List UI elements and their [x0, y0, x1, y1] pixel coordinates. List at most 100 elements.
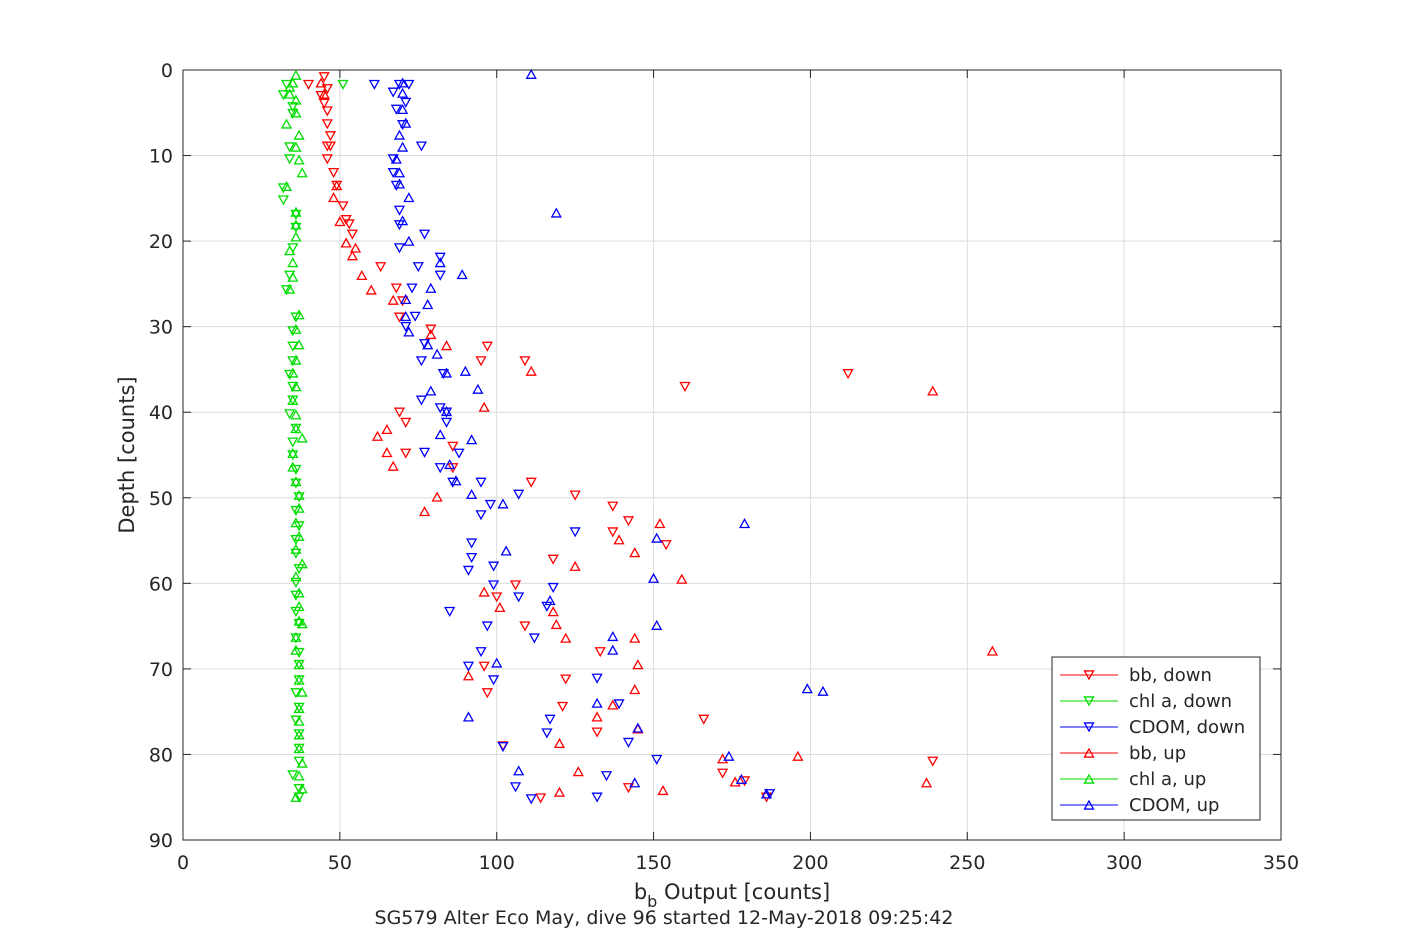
- data-point: [327, 167, 340, 179]
- data-point: [406, 283, 418, 294]
- data-point: [393, 205, 406, 216]
- data-point: [481, 688, 493, 699]
- data-points: [277, 68, 998, 805]
- data-point: [415, 141, 428, 152]
- data-point: [293, 729, 305, 740]
- y-tick-label: 0: [161, 60, 173, 82]
- data-point: [513, 765, 525, 776]
- data-point: [607, 699, 619, 710]
- legend-label: CDOM, up: [1129, 795, 1219, 816]
- data-point: [293, 659, 305, 670]
- data-point: [290, 323, 302, 334]
- data-point: [513, 489, 525, 500]
- data-point: [287, 447, 299, 458]
- legend-marker: [1083, 696, 1095, 707]
- data-point: [318, 72, 330, 83]
- data-point: [607, 501, 619, 512]
- data-point: [475, 356, 487, 367]
- data-point: [418, 339, 431, 350]
- data-point: [290, 631, 302, 642]
- data-point: [387, 167, 399, 179]
- data-point: [422, 299, 434, 310]
- x-tick-label: 250: [949, 852, 985, 874]
- data-point: [396, 103, 409, 115]
- data-point: [403, 235, 415, 246]
- data-point: [396, 141, 409, 152]
- data-point: [290, 219, 302, 230]
- data-point: [403, 192, 415, 203]
- data-point: [629, 684, 641, 695]
- data-point: [723, 750, 735, 761]
- x-axis-label: bb Output [counts]: [634, 880, 830, 911]
- data-point: [277, 183, 289, 194]
- data-point: [343, 219, 355, 230]
- data-point: [396, 77, 409, 88]
- data-point: [287, 356, 299, 367]
- data-point: [293, 492, 305, 503]
- data-point: [456, 269, 468, 280]
- data-point: [287, 450, 299, 461]
- x-tick-label: 350: [1263, 852, 1299, 874]
- data-point: [296, 783, 308, 794]
- data-point: [334, 216, 346, 227]
- legend-marker: [1083, 773, 1095, 784]
- data-point: [569, 527, 581, 538]
- data-point: [481, 621, 493, 632]
- data-point: [481, 341, 493, 352]
- data-point: [321, 106, 333, 117]
- data-point: [293, 770, 305, 781]
- data-point: [287, 271, 299, 282]
- y-tick-label: 90: [149, 830, 173, 852]
- legend-marker: [1083, 747, 1095, 758]
- legend-label: chl a, down: [1129, 691, 1232, 712]
- data-point: [440, 367, 453, 378]
- data-point: [356, 269, 368, 281]
- data-point: [284, 142, 296, 153]
- data-point: [337, 79, 349, 90]
- data-point: [491, 592, 503, 603]
- data-point: [280, 285, 293, 296]
- data-point: [462, 711, 475, 722]
- caption: SG579 Alter Eco May, dive 96 started 12-…: [375, 907, 954, 929]
- data-point: [284, 409, 296, 420]
- data-point: [657, 784, 669, 796]
- data-point: [290, 644, 302, 655]
- y-tick-label: 10: [149, 146, 173, 168]
- data-point: [431, 348, 443, 359]
- data-point: [287, 108, 299, 120]
- data-point: [622, 783, 635, 794]
- data-point: [293, 601, 305, 612]
- data-point: [415, 356, 428, 367]
- data-point: [387, 460, 399, 471]
- data-point: [519, 356, 531, 367]
- data-point: [318, 98, 330, 109]
- data-point: [525, 477, 537, 488]
- data-point: [676, 573, 688, 584]
- data-point: [553, 786, 566, 797]
- data-point: [651, 532, 663, 543]
- data-point: [487, 580, 500, 591]
- data-point: [412, 262, 424, 273]
- data-point: [660, 540, 672, 551]
- data-point: [293, 783, 305, 795]
- data-point: [629, 547, 641, 558]
- data-point: [544, 714, 556, 725]
- data-point: [387, 294, 399, 305]
- data-point: [290, 688, 302, 699]
- data-point: [280, 180, 293, 192]
- data-point: [390, 180, 402, 191]
- data-point: [440, 340, 453, 351]
- data-point: [431, 491, 443, 502]
- data-point: [287, 394, 299, 405]
- y-tick-label: 50: [149, 488, 173, 510]
- data-point: [425, 324, 437, 335]
- data-point: [415, 395, 428, 406]
- data-point: [390, 153, 402, 164]
- data-point: [290, 423, 302, 434]
- data-point: [591, 711, 603, 722]
- series-3: [315, 77, 998, 797]
- data-point: [651, 754, 663, 765]
- data-point: [525, 794, 537, 805]
- data-point: [290, 141, 302, 152]
- data-point: [293, 715, 305, 726]
